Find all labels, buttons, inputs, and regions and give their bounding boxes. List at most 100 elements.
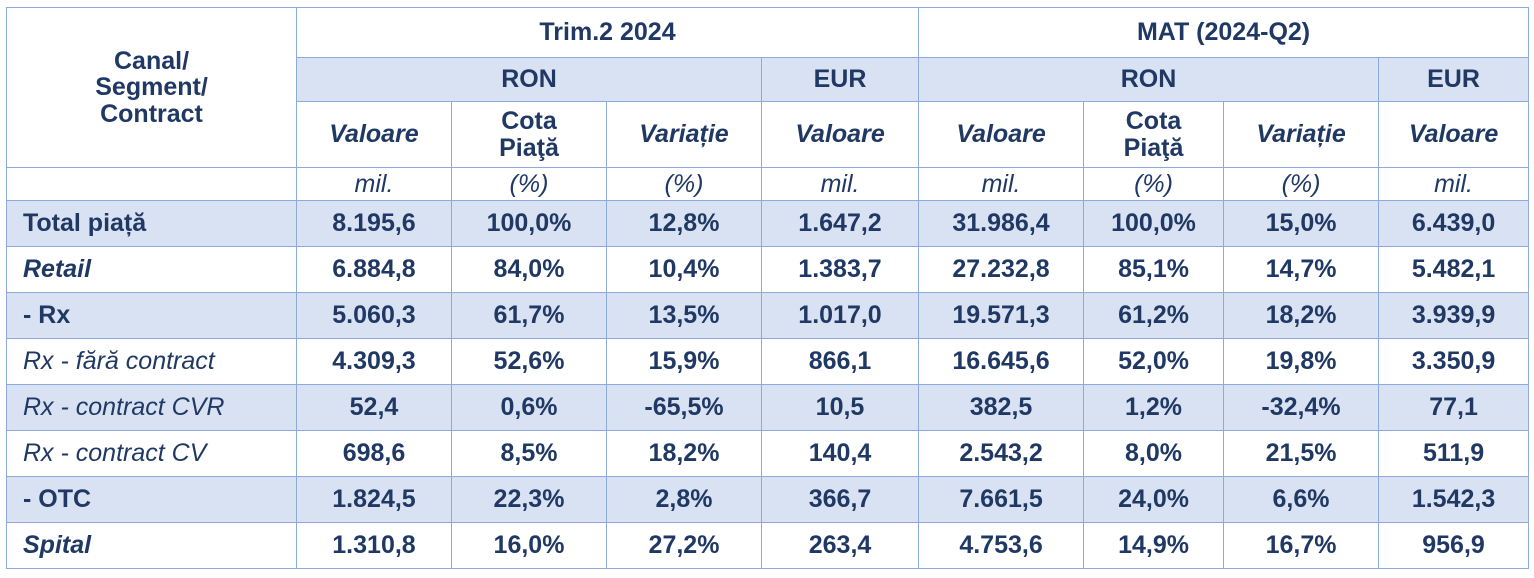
table-cell: 13,5% (606, 292, 762, 339)
corner-line-1: Canal/ (113, 47, 190, 76)
table-cell: 16.645,6 (918, 338, 1085, 385)
table-cell: 12,8% (606, 200, 762, 247)
metric-header: Cota Piaţă (451, 101, 607, 168)
table-cell: 7.661,5 (918, 476, 1085, 523)
corner-line-2: Segment/ (95, 73, 208, 102)
header-row-currency: RON EUR RON EUR (7, 57, 1530, 102)
metric-header: Variație (606, 101, 762, 168)
table-cell: 6,6% (1223, 476, 1380, 523)
header-row-periods: Canal/ Segment/ Contract Trim.2 2024 MAT… (6, 7, 1530, 168)
header-row-metrics: Valoare Cota Piaţă Variație Valoare Valoare C… (7, 101, 1530, 168)
table-cell: 22,3% (451, 476, 607, 523)
unit-cell: mil. (296, 167, 452, 201)
table-cell: 4.753,6 (918, 522, 1085, 569)
table-cell: 1.542,3 (1378, 476, 1530, 523)
row-label: Retail (6, 246, 297, 293)
table-cell: 1.647,2 (760, 200, 920, 247)
table-body: Total piață 8.195,6 100,0% 12,8% 1.647,2 31.9… (6, 200, 1530, 569)
row-label: Rx - fără contract (6, 338, 297, 385)
table-cell: 10,4% (606, 246, 762, 293)
metric-header: Cota Piaţă (1083, 101, 1225, 168)
row-label: Rx - contract CV (6, 430, 297, 477)
table-row: Total piață 8.195,6 100,0% 12,8% 1.647,2 31.9… (6, 200, 1530, 247)
table-cell: 366,7 (760, 476, 920, 523)
table-cell: 18,2% (1223, 292, 1380, 339)
row-label: - OTC (6, 476, 297, 523)
row-label: Total piață (6, 200, 297, 247)
row-label: - Rx (6, 292, 297, 339)
table-cell: 61,2% (1083, 292, 1225, 339)
table-cell: 24,0% (1083, 476, 1225, 523)
table-cell: 6.439,0 (1378, 200, 1530, 247)
table-cell: 6.884,8 (296, 246, 452, 293)
table-cell: 1.017,0 (760, 292, 920, 339)
table-cell: 1.310,8 (296, 522, 452, 569)
table-cell: 3.350,9 (1378, 338, 1530, 385)
table-cell: 8,0% (1083, 430, 1225, 477)
row-label: Rx - contract CVR (6, 384, 297, 431)
row-label: Spital (6, 522, 297, 569)
table-cell: 100,0% (1083, 200, 1225, 247)
table-row: Retail 6.884,8 84,0% 10,4% 1.383,7 27.232,8 85… (6, 246, 1530, 293)
table-cell: 27.232,8 (918, 246, 1085, 293)
corner-header: Canal/ Segment/ Contract (6, 7, 297, 168)
table-cell: 10,5 (760, 384, 920, 431)
table-cell: 27,2% (606, 522, 762, 569)
table-cell: 77,1 (1378, 384, 1530, 431)
table-cell: 15,0% (1223, 200, 1380, 247)
table-row: Spital 1.310,8 16,0% 27,2% 263,4 4.753,6 14,9%… (6, 522, 1530, 569)
table-cell: 0,6% (451, 384, 607, 431)
table-cell: 18,2% (606, 430, 762, 477)
table-cell: 698,6 (296, 430, 452, 477)
unit-cell: (%) (606, 167, 762, 201)
table-cell: 1.383,7 (760, 246, 920, 293)
metric-header: Valoare (918, 101, 1085, 168)
period-header-q2: Trim.2 2024 (295, 7, 920, 58)
table-cell: 2,8% (606, 476, 762, 523)
table-row: Rx - fără contract 4.309,3 52,6% 15,9% 866,1… (6, 338, 1530, 385)
unit-cell: (%) (1083, 167, 1225, 201)
table-cell: 100,0% (451, 200, 607, 247)
currency-header-eur-mat: EUR (1378, 57, 1530, 102)
currency-header-eur-q2: EUR (760, 57, 920, 102)
table-cell: 31.986,4 (918, 200, 1085, 247)
currency-header-ron-mat: RON (918, 57, 1380, 102)
table-cell: 5.482,1 (1378, 246, 1530, 293)
unit-cell: mil. (760, 167, 920, 201)
currency-header-ron-q2: RON (296, 57, 762, 102)
table-cell: 19.571,3 (918, 292, 1085, 339)
table-cell: 956,9 (1378, 522, 1530, 569)
table-row: Rx - contract CV 698,6 8,5% 18,2% 140,4 2.543… (6, 430, 1530, 477)
table-cell: 52,0% (1083, 338, 1225, 385)
market-table-container: Canal/ Segment/ Contract Trim.2 2024 MAT… (6, 7, 1530, 569)
table-cell: 8,5% (451, 430, 607, 477)
table-cell: 16,0% (451, 522, 607, 569)
metric-header: Variație (1223, 101, 1380, 168)
unit-corner-cell (6, 167, 297, 201)
corner-line-3: Contract (100, 99, 203, 128)
table-cell: 1,2% (1083, 384, 1225, 431)
table-cell: 382,5 (918, 384, 1085, 431)
table-cell: 1.824,5 (296, 476, 452, 523)
table-cell: 85,1% (1083, 246, 1225, 293)
unit-cell: (%) (1223, 167, 1380, 201)
unit-cell: mil. (918, 167, 1085, 201)
table-row: - OTC 1.824,5 22,3% 2,8% 366,7 7.661,5 24,0% 6,… (6, 476, 1530, 523)
metric-header: Valoare (760, 101, 920, 168)
table-cell: 15,9% (606, 338, 762, 385)
table-cell: 21,5% (1223, 430, 1380, 477)
table-cell: -65,5% (606, 384, 762, 431)
table-cell: 3.939,9 (1378, 292, 1530, 339)
unit-cell: (%) (451, 167, 607, 201)
table-cell: 52,6% (451, 338, 607, 385)
table-cell: 8.195,6 (296, 200, 452, 247)
table-cell: 14,7% (1223, 246, 1380, 293)
table-cell: -32,4% (1223, 384, 1380, 431)
table-cell: 4.309,3 (296, 338, 452, 385)
table-row: - Rx 5.060,3 61,7% 13,5% 1.017,0 19.571,3 61,2… (6, 292, 1530, 339)
table-cell: 263,4 (760, 522, 920, 569)
table-cell: 511,9 (1378, 430, 1530, 477)
market-table: Canal/ Segment/ Contract Trim.2 2024 MAT… (6, 7, 1530, 569)
metric-header: Valoare (1378, 101, 1530, 168)
period-header-mat: MAT (2024-Q2) (918, 7, 1530, 58)
